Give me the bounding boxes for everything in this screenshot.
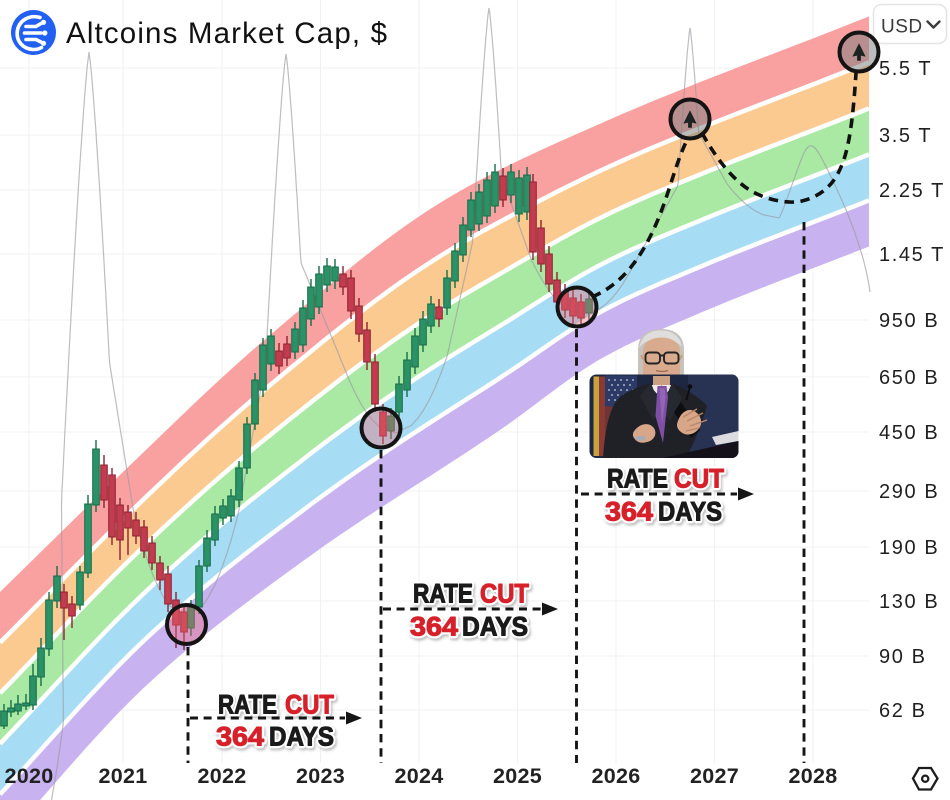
svg-text:CUT: CUT — [285, 690, 334, 720]
svg-text:DAYS: DAYS — [462, 612, 528, 642]
svg-text:3.5 T: 3.5 T — [879, 125, 932, 147]
svg-text:290 B: 290 B — [879, 481, 939, 503]
svg-text:Altcoins Market Cap, $: Altcoins Market Cap, $ — [66, 17, 387, 50]
svg-text:DAYS: DAYS — [658, 497, 722, 527]
svg-text:90 B: 90 B — [879, 646, 927, 668]
svg-text:CUT: CUT — [674, 464, 724, 494]
svg-text:RATE: RATE — [413, 579, 473, 609]
svg-text:650 B: 650 B — [879, 367, 939, 389]
svg-text:2026: 2026 — [591, 764, 640, 788]
svg-text:RATE: RATE — [218, 690, 277, 720]
svg-text:2024: 2024 — [394, 764, 443, 788]
svg-text:RATE: RATE — [607, 464, 668, 494]
svg-text:DAYS: DAYS — [462, 612, 528, 642]
svg-text:2028: 2028 — [788, 764, 837, 788]
svg-text:364: 364 — [410, 612, 458, 642]
svg-text:2023: 2023 — [296, 764, 345, 788]
svg-text:2025: 2025 — [493, 764, 542, 788]
svg-text:CUT: CUT — [480, 579, 529, 609]
svg-text:USD: USD — [881, 17, 923, 38]
svg-text:CUT: CUT — [480, 579, 529, 609]
svg-text:1.45 T: 1.45 T — [879, 244, 945, 266]
svg-text:450 B: 450 B — [879, 422, 939, 444]
svg-text:364: 364 — [410, 612, 458, 642]
svg-text:2022: 2022 — [197, 764, 246, 788]
svg-text:364: 364 — [605, 497, 653, 527]
svg-text:62 B: 62 B — [879, 700, 927, 722]
svg-text:130 B: 130 B — [879, 591, 939, 613]
svg-text:CUT: CUT — [674, 464, 724, 494]
svg-text:190 B: 190 B — [879, 537, 939, 559]
svg-text:950 B: 950 B — [879, 310, 939, 332]
svg-text:RATE: RATE — [218, 690, 277, 720]
svg-text:DAYS: DAYS — [269, 722, 334, 752]
svg-text:RATE: RATE — [413, 579, 473, 609]
svg-text:2.25 T: 2.25 T — [879, 180, 945, 202]
svg-text:2027: 2027 — [690, 764, 739, 788]
svg-text:RATE: RATE — [607, 464, 668, 494]
svg-text:364: 364 — [216, 722, 264, 752]
svg-text:2020: 2020 — [4, 764, 53, 788]
svg-text:5.5 T: 5.5 T — [879, 58, 932, 80]
svg-text:CUT: CUT — [285, 690, 334, 720]
svg-text:364: 364 — [216, 722, 264, 752]
svg-text:364: 364 — [605, 497, 653, 527]
svg-text:DAYS: DAYS — [658, 497, 722, 527]
svg-text:DAYS: DAYS — [269, 722, 334, 752]
svg-text:2021: 2021 — [98, 764, 147, 788]
